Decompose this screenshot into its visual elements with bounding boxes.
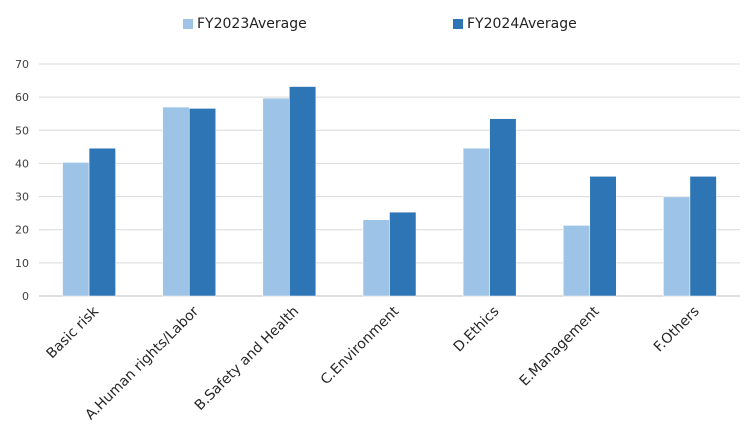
y-tick-label: 20 xyxy=(15,224,29,237)
y-tick-label: 30 xyxy=(15,191,29,204)
bar-fy2024-0 xyxy=(88,147,116,297)
x-tick-label: A.Human rights/Labor xyxy=(82,303,202,423)
bar-fy2023-5 xyxy=(563,225,591,297)
legend-item-fy2024: FY2024Average xyxy=(453,16,577,32)
y-tick-label: 70 xyxy=(15,58,29,71)
x-tick-label: F.Others xyxy=(651,304,703,356)
x-tick-label: B.Safety and Health xyxy=(192,304,302,414)
bar-fy2023-3 xyxy=(362,219,390,297)
bar-fy2023-4 xyxy=(462,147,490,297)
y-tick-label: 60 xyxy=(15,91,29,104)
x-tick-label: C.Environment xyxy=(318,303,403,388)
x-tick-label: E.Management xyxy=(517,303,603,389)
y-tick-label: 0 xyxy=(22,290,29,303)
bar-fy2024-6 xyxy=(689,176,717,297)
bar-fy2024-3 xyxy=(389,211,417,297)
y-tick-label: 40 xyxy=(15,157,29,170)
legend-item-fy2023: FY2023Average xyxy=(183,16,307,32)
legend-swatch-fy2023 xyxy=(183,19,193,29)
y-tick-label: 50 xyxy=(15,124,29,137)
legend: FY2023Average FY2024Average xyxy=(0,16,756,36)
bar-fy2023-2 xyxy=(262,97,290,297)
bar-fy2024-1 xyxy=(188,108,216,297)
bar-fy2024-5 xyxy=(589,176,617,297)
legend-swatch-fy2024 xyxy=(453,19,463,29)
bar-fy2024-2 xyxy=(289,86,317,297)
bar-fy2023-1 xyxy=(162,106,190,297)
bar-fy2023-6 xyxy=(663,196,691,297)
x-tick-label: D.Ethics xyxy=(451,304,503,356)
y-tick-label: 10 xyxy=(15,257,29,270)
bar-fy2024-4 xyxy=(489,118,517,297)
bar-fy2023-0 xyxy=(62,162,90,297)
legend-label-fy2024: FY2024Average xyxy=(467,16,577,32)
legend-label-fy2023: FY2023Average xyxy=(197,16,307,32)
x-tick-label: Basic risk xyxy=(44,303,103,362)
